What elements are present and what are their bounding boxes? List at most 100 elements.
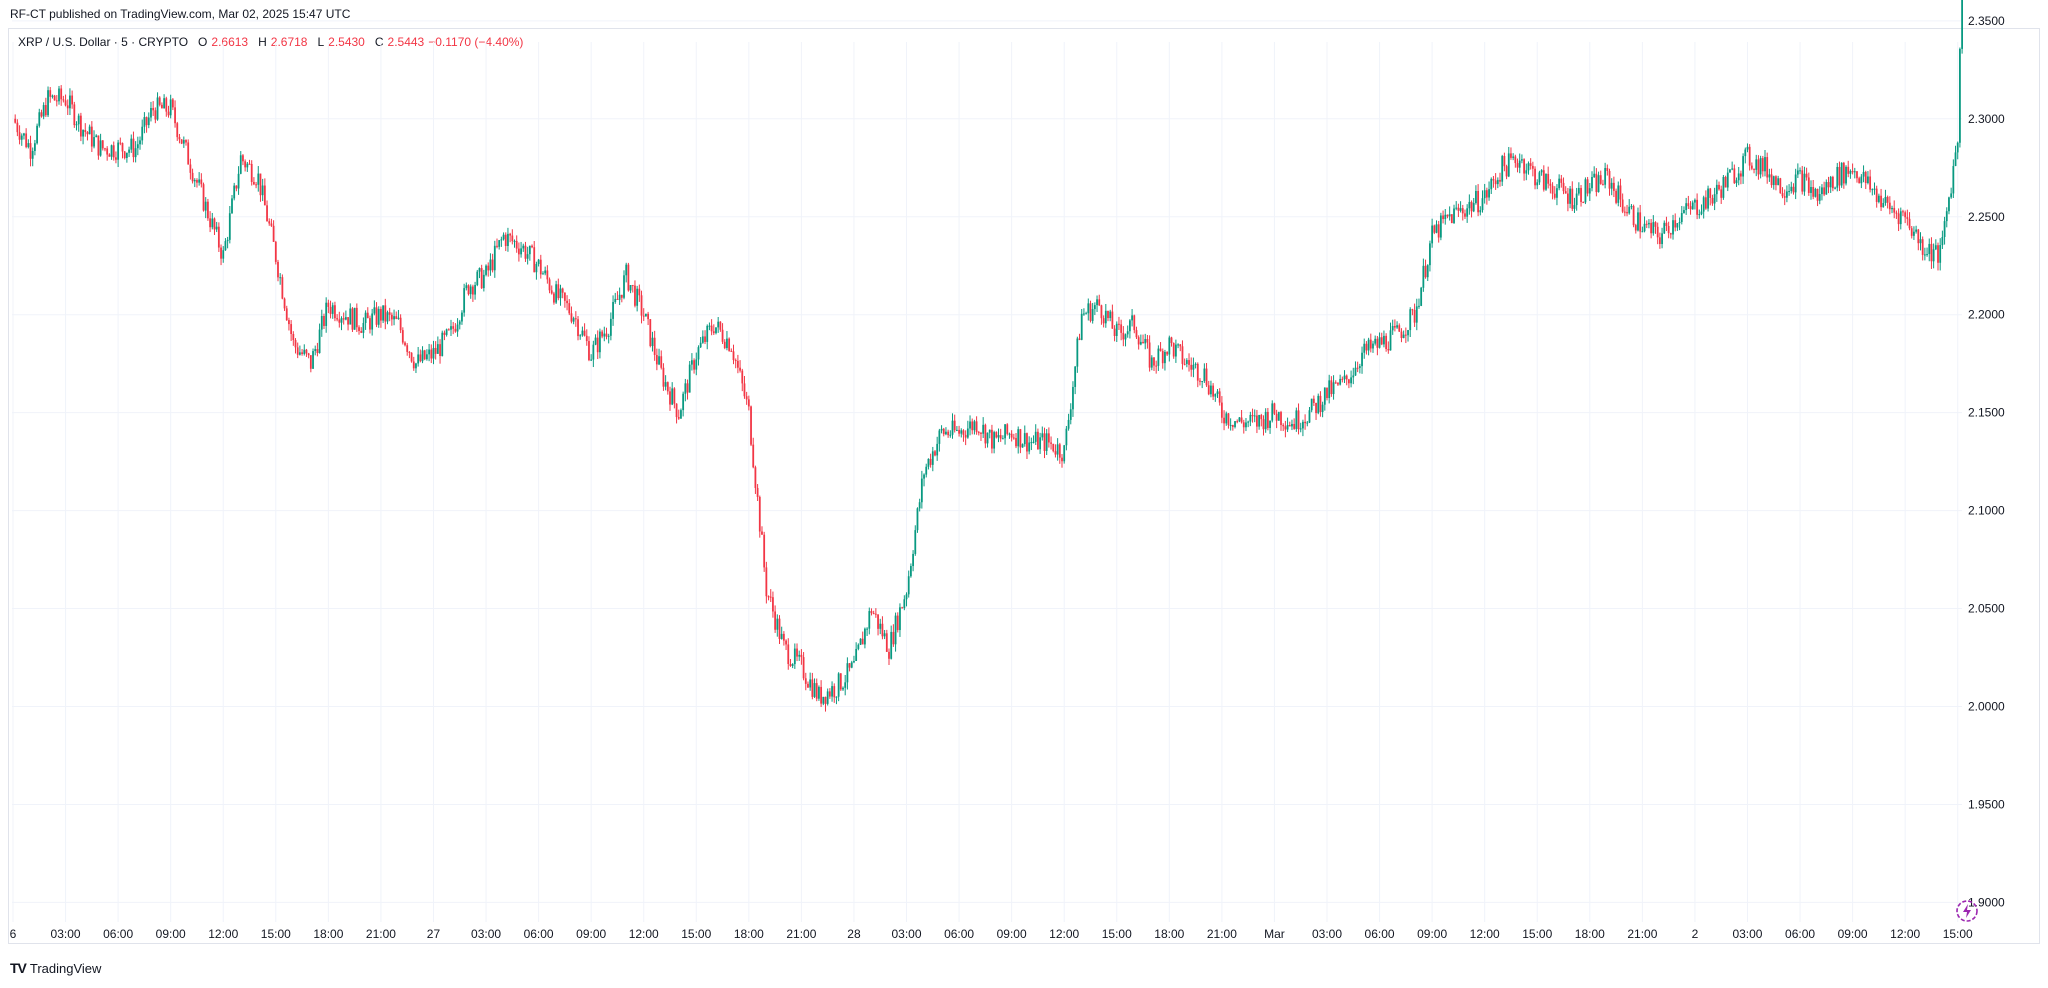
candle-down [677,417,680,419]
candle-down [712,331,715,334]
lightning-bolt-icon[interactable] [1955,899,1979,923]
candle-down [1696,199,1699,215]
candle-down [1190,364,1193,370]
candle-down [1319,395,1322,412]
candle-up [1799,170,1801,172]
candle-up [1941,236,1944,246]
candle-down [263,185,266,206]
candle-up [1683,210,1685,214]
candle-down [1775,176,1777,186]
candle-up [1867,176,1869,183]
candle-down [1917,229,1920,244]
candle-down [769,596,772,598]
candle-up [507,233,509,247]
x-tick-label: 06:00 [1785,927,1815,941]
candle-up [925,466,928,475]
footer-brand[interactable]: TV TradingView [10,960,101,976]
candle-down [811,679,814,697]
candle-up [988,429,991,433]
candle-up [903,599,906,609]
open-value: 2.6613 [211,35,249,49]
candle-down [605,333,608,337]
candle-down [1207,385,1210,395]
candle-up [920,478,923,503]
candle-down [815,683,818,699]
candle-down [487,265,490,271]
candle-up [1453,208,1455,224]
candle-down [1135,330,1138,338]
candle-down [669,391,671,405]
candle-down [66,105,69,109]
candle-up [1672,220,1674,235]
candle-up [233,185,236,199]
candle-down [1869,176,1872,190]
chart-frame[interactable] [8,28,2040,944]
candle-up [859,638,862,645]
candle-up [1396,325,1398,328]
candle-up [303,349,306,354]
candle-down [399,317,402,331]
candle-up [1374,338,1377,344]
candle-down [1689,206,1692,210]
candle-up [949,434,952,436]
candle-down [200,179,203,185]
candle-up [1402,334,1405,338]
candle-down [1851,171,1854,173]
candle-up [95,135,98,138]
candle-down [1256,415,1258,427]
candle-down [686,383,689,393]
candle-down [1516,163,1519,168]
candle-up [1271,403,1274,421]
candle-down [281,277,284,299]
candle-up [1755,159,1758,170]
candle-down [1930,243,1933,262]
candle-up [1001,438,1004,440]
candle-up [1361,352,1363,367]
candle-down [1560,178,1563,183]
candle-up [1538,172,1541,183]
candle-up [945,431,947,435]
candle-up [997,435,1000,438]
candle-down [187,142,190,165]
candle-down [1514,156,1517,164]
candle-down [710,325,713,332]
candle-up [1104,310,1107,324]
symbol-title[interactable]: XRP / U.S. Dollar · 5 · CRYPTO [18,35,189,49]
x-tick-label: 06:00 [524,927,554,941]
candle-down [999,435,1002,439]
candle-down [1658,237,1661,245]
candle-down [270,223,273,226]
candle-down [369,318,371,330]
candle-up [1818,194,1821,201]
candle-down [546,270,549,280]
candle-down [511,235,514,242]
x-tick-label: 03:00 [892,927,922,941]
candle-down [259,173,262,196]
y-tick-label: 2.1500 [1968,406,2005,420]
candle-up [1339,378,1342,385]
candle-down [942,428,945,435]
candle-down [152,108,155,111]
price-axis: 1.9000 1.9500 2.0000 2.0500 2.1000 2.1500 2.20… [1968,14,2005,910]
candle-down [196,179,198,183]
candle-up [1735,180,1738,184]
candle-down [754,467,757,488]
candle-down [509,233,512,236]
x-tick-label: 6 [10,927,17,941]
x-tick-label: 06:00 [1365,927,1395,941]
candle-up [1680,213,1683,222]
candle-down [401,330,404,343]
candle-up [1630,206,1633,208]
candle-down [588,341,590,361]
candle-up [1536,182,1539,186]
candle-up [1074,366,1077,387]
candle-down [1369,339,1372,349]
candle-down [1404,334,1407,336]
candle-up [1777,178,1780,186]
candle-up [680,410,682,419]
candle-down [747,399,750,407]
candle-down [49,90,52,97]
candle-down [86,132,89,135]
candle-down [1842,162,1845,184]
